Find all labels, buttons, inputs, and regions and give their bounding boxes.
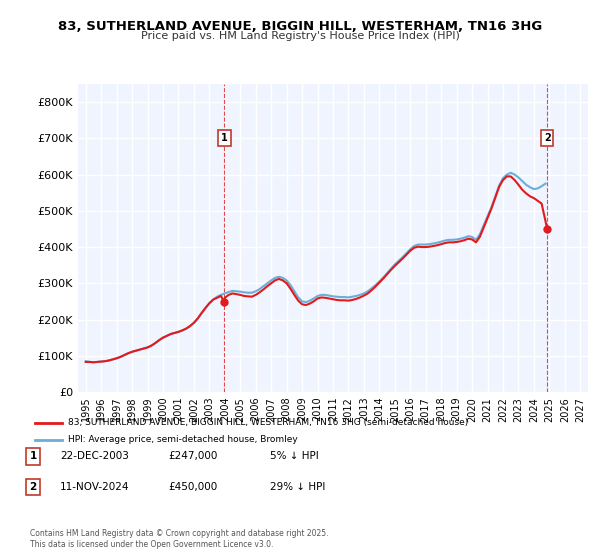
Text: Price paid vs. HM Land Registry's House Price Index (HPI): Price paid vs. HM Land Registry's House … (140, 31, 460, 41)
Text: £450,000: £450,000 (168, 482, 217, 492)
Text: 83, SUTHERLAND AVENUE, BIGGIN HILL, WESTERHAM, TN16 3HG: 83, SUTHERLAND AVENUE, BIGGIN HILL, WEST… (58, 20, 542, 32)
Text: 5% ↓ HPI: 5% ↓ HPI (270, 451, 319, 461)
Text: HPI: Average price, semi-detached house, Bromley: HPI: Average price, semi-detached house,… (68, 435, 298, 444)
Text: 1: 1 (29, 451, 37, 461)
Text: 2: 2 (29, 482, 37, 492)
Text: 1: 1 (221, 133, 228, 143)
Text: £247,000: £247,000 (168, 451, 217, 461)
Text: Contains HM Land Registry data © Crown copyright and database right 2025.
This d: Contains HM Land Registry data © Crown c… (30, 529, 329, 549)
Text: 83, SUTHERLAND AVENUE, BIGGIN HILL, WESTERHAM, TN16 3HG (semi-detached house): 83, SUTHERLAND AVENUE, BIGGIN HILL, WEST… (68, 418, 468, 427)
Text: 29% ↓ HPI: 29% ↓ HPI (270, 482, 325, 492)
Text: 2: 2 (544, 133, 551, 143)
Text: 22-DEC-2003: 22-DEC-2003 (60, 451, 129, 461)
Text: 11-NOV-2024: 11-NOV-2024 (60, 482, 130, 492)
